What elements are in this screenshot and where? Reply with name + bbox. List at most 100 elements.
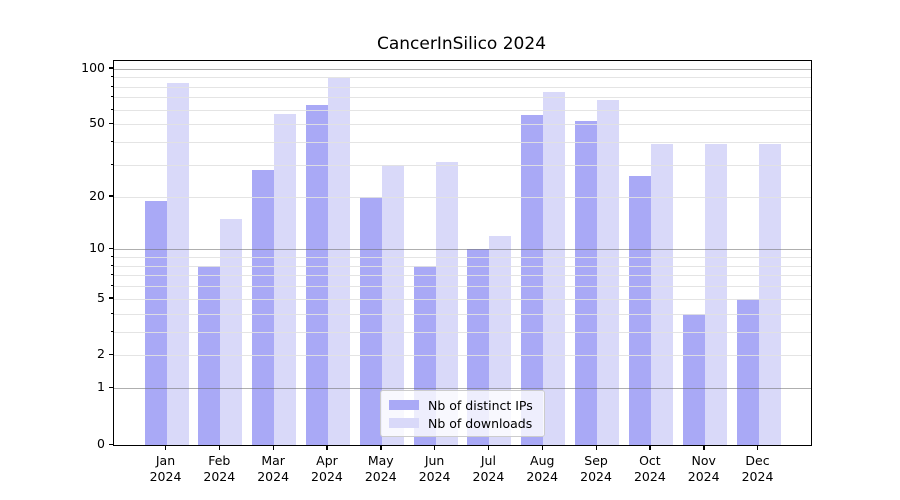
gridline-minor-70 (114, 97, 811, 99)
bar-ips-oct (628, 176, 651, 445)
x-tick-label-nov: Nov 2024 (687, 453, 720, 484)
x-tick-oct (649, 445, 651, 450)
gridline-minor-40 (114, 142, 811, 144)
gridline-minor-7 (114, 275, 811, 277)
bar-downloads-aug (543, 91, 566, 445)
gridline-minor-20 (114, 196, 811, 198)
x-tick-label-apr: Apr 2024 (311, 453, 343, 484)
y-minortick-80 (110, 85, 113, 87)
y-tick-5 (109, 297, 113, 299)
gridline-minor-9 (114, 257, 811, 259)
gridline-minor-3 (114, 331, 811, 333)
bar-ips-jan (144, 200, 167, 445)
legend-row-downloads: Nb of downloads (389, 415, 536, 431)
x-tick-jun (434, 445, 436, 450)
bar-downloads-dec (758, 144, 781, 445)
gridline-minor-30 (114, 165, 811, 166)
legend-row-distinct-ips: Nb of distinct IPs (389, 397, 536, 413)
gridline-minor-6 (114, 286, 811, 288)
y-minortick-9 (110, 256, 113, 258)
y-tick-label-0: 0 (97, 436, 105, 451)
y-tick-label-100: 100 (81, 59, 105, 75)
x-tick-label-aug: Aug 2024 (526, 453, 559, 484)
y-tick-label-50: 50 (89, 115, 105, 131)
bar-ips-mar (252, 170, 275, 445)
bar-downloads-apr (327, 78, 350, 445)
x-tick-label-jul: Jul 2024 (472, 453, 505, 484)
gridline-minor-5 (114, 298, 811, 300)
x-tick-nov (703, 445, 705, 450)
x-tick-sep (595, 445, 597, 450)
gridline-minor-4 (114, 313, 811, 315)
x-tick-label-mar: Mar 2024 (257, 453, 290, 484)
y-minortick-7 (110, 274, 113, 276)
x-tick-dec (757, 445, 759, 450)
bar-ips-nov (682, 313, 705, 445)
bar-downloads-nov (704, 144, 727, 445)
bar-downloads-sep (597, 99, 620, 445)
bar-ips-apr (305, 104, 328, 445)
y-tick-100 (109, 67, 113, 69)
gridline-minor-60 (114, 109, 811, 111)
y-minortick-3 (110, 330, 113, 332)
x-tick-label-jan: Jan 2024 (149, 453, 182, 484)
y-tick-0 (109, 443, 113, 445)
x-tick-apr (326, 445, 328, 450)
gridline-major-100 (114, 68, 811, 70)
bar-ips-dec (736, 298, 759, 445)
gridline-minor-50 (114, 124, 811, 126)
x-tick-aug (541, 445, 544, 450)
chart-title: CancerInSilico 2024 (376, 34, 547, 54)
x-tick-label-may: May 2024 (364, 453, 397, 484)
legend: Nb of distinct IPs Nb of downloads (380, 390, 545, 437)
y-minortick-90 (110, 76, 113, 78)
y-minortick-6 (110, 285, 113, 287)
x-tick-label-jun: Jun 2024 (418, 453, 451, 484)
x-tick-label-oct: Oct 2024 (633, 453, 666, 484)
y-tick-50 (109, 122, 113, 125)
y-minortick-8 (110, 264, 113, 266)
x-tick-label-dec: Dec 2024 (741, 453, 774, 484)
x-tick-mar (272, 445, 275, 450)
plot-area (113, 60, 812, 446)
y-tick-2 (109, 353, 113, 356)
y-tick-label-1: 1 (97, 379, 105, 395)
legend-label-ips: Nb of distinct IPs (428, 397, 533, 413)
y-minortick-30 (110, 164, 113, 165)
bar-downloads-jan (166, 82, 189, 445)
gridline-major-1 (114, 388, 811, 390)
y-tick-20 (109, 195, 113, 197)
gridline-minor-8 (114, 265, 811, 267)
x-tick-label-feb: Feb 2024 (203, 453, 236, 484)
gridline-minor-90 (114, 77, 811, 79)
x-tick-may (380, 445, 382, 450)
gridline-minor-2 (114, 355, 811, 357)
y-tick-label-20: 20 (89, 187, 105, 203)
bar-downloads-oct (650, 144, 673, 445)
x-tick-jan (165, 445, 167, 450)
y-minortick-4 (110, 312, 113, 314)
gridline-major-10 (114, 249, 811, 251)
bar-downloads-jun (435, 162, 458, 445)
x-tick-feb (218, 445, 221, 450)
y-minortick-60 (110, 108, 113, 110)
bar-downloads-mar (274, 113, 297, 445)
y-tick-label-10: 10 (89, 240, 105, 256)
y-tick-10 (109, 247, 113, 250)
gridline-minor-80 (114, 86, 811, 88)
x-tick-jul (487, 445, 490, 450)
y-tick-label-5: 5 (97, 289, 105, 305)
y-tick-label-2: 2 (97, 346, 105, 362)
bar-ips-sep (575, 121, 598, 445)
x-tick-label-sep: Sep 2024 (580, 453, 612, 484)
y-tick-1 (109, 386, 113, 389)
bar-ips-feb (198, 265, 221, 445)
legend-swatch-ips (389, 400, 419, 410)
legend-swatch-downloads (389, 418, 419, 428)
y-minortick-40 (110, 141, 113, 143)
legend-label-downloads: Nb of downloads (428, 415, 533, 431)
bar-ips-may (359, 196, 382, 445)
y-minortick-70 (110, 96, 113, 98)
bar-downloads-may (381, 165, 404, 445)
